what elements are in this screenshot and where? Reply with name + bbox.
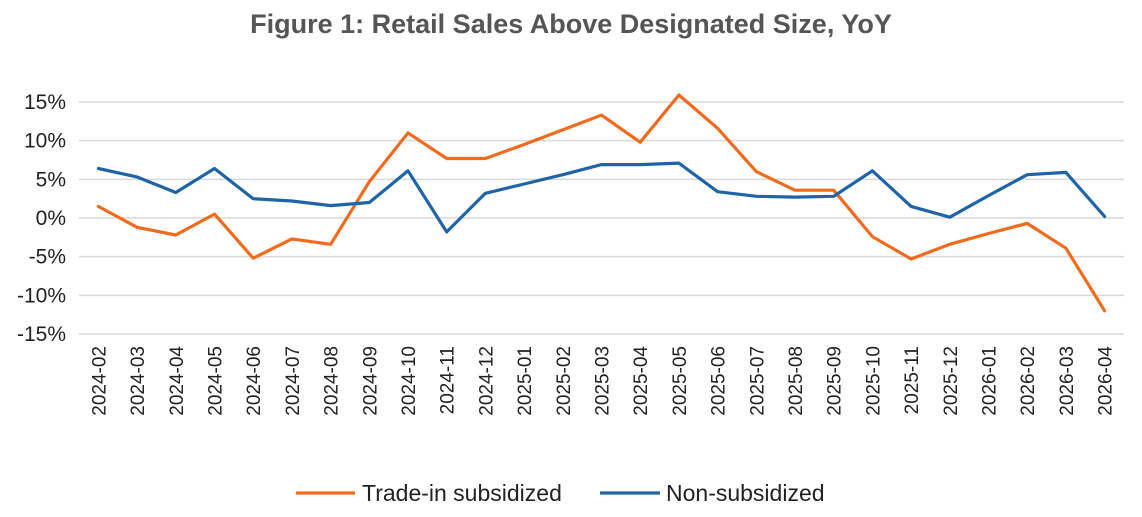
grid-layer — [79, 101, 1124, 335]
x-tick-label: 2024-04 — [167, 346, 188, 416]
y-tick-label: -10% — [17, 284, 66, 307]
y-tick-label: 5% — [36, 168, 66, 191]
x-tick-label: 2025-02 — [554, 346, 575, 416]
x-tick-label: 2025-03 — [593, 346, 614, 416]
x-tick-label: 2024-10 — [399, 346, 420, 416]
x-tick-label: 2024-08 — [322, 346, 343, 416]
y-tick-label: -5% — [29, 246, 66, 269]
legend: Trade-in subsidized Non-subsidized — [296, 480, 825, 506]
x-tick-label: 2024-12 — [476, 346, 497, 416]
x-tick-label: 2026-02 — [1018, 346, 1039, 416]
x-axis-ticks: 2024-02 2024-03 2024-04 2024-05 2024-06 2024-… — [89, 346, 1116, 416]
x-tick-label: 2026-01 — [980, 346, 1001, 416]
x-tick-label: 2026-04 — [1096, 346, 1117, 416]
y-tick-label: 10% — [24, 130, 66, 153]
x-tick-label: 2025-08 — [786, 346, 807, 416]
x-tick-label: 2024-11 — [438, 346, 459, 414]
series-layer — [96, 93, 1107, 313]
x-tick-label: 2025-04 — [631, 346, 652, 416]
legend-label: Non-subsidized — [666, 480, 825, 506]
x-tick-label: 2024-03 — [128, 346, 149, 416]
x-tick-label: 2025-11 — [902, 346, 923, 414]
x-tick-label: 2024-05 — [205, 346, 226, 416]
series-line-0 — [96, 93, 1107, 313]
y-axis-ticks: 15% 10% 5% 0% -5% -10% -15% — [17, 91, 66, 346]
x-tick-label: 2025-12 — [941, 346, 962, 416]
x-tick-label: 2024-02 — [89, 346, 110, 416]
x-tick-label: 2025-10 — [863, 346, 884, 416]
x-tick-label: 2025-07 — [747, 346, 768, 416]
x-tick-label: 2025-05 — [670, 346, 691, 416]
y-tick-label: 0% — [36, 207, 66, 230]
x-tick-label: 2024-07 — [283, 346, 304, 416]
x-tick-label: 2024-06 — [244, 346, 265, 416]
y-tick-label: -15% — [17, 323, 66, 346]
series-line-1 — [96, 161, 1107, 234]
x-tick-label: 2024-09 — [360, 346, 381, 416]
legend-label: Trade-in subsidized — [362, 480, 562, 506]
x-tick-label: 2025-06 — [709, 346, 730, 416]
x-tick-label: 2025-09 — [825, 346, 846, 416]
x-tick-label: 2026-03 — [1057, 346, 1078, 416]
y-tick-label: 15% — [24, 91, 66, 114]
x-tick-label: 2025-01 — [515, 346, 536, 416]
chart-title: Figure 1: Retail Sales Above Designated … — [250, 9, 892, 39]
